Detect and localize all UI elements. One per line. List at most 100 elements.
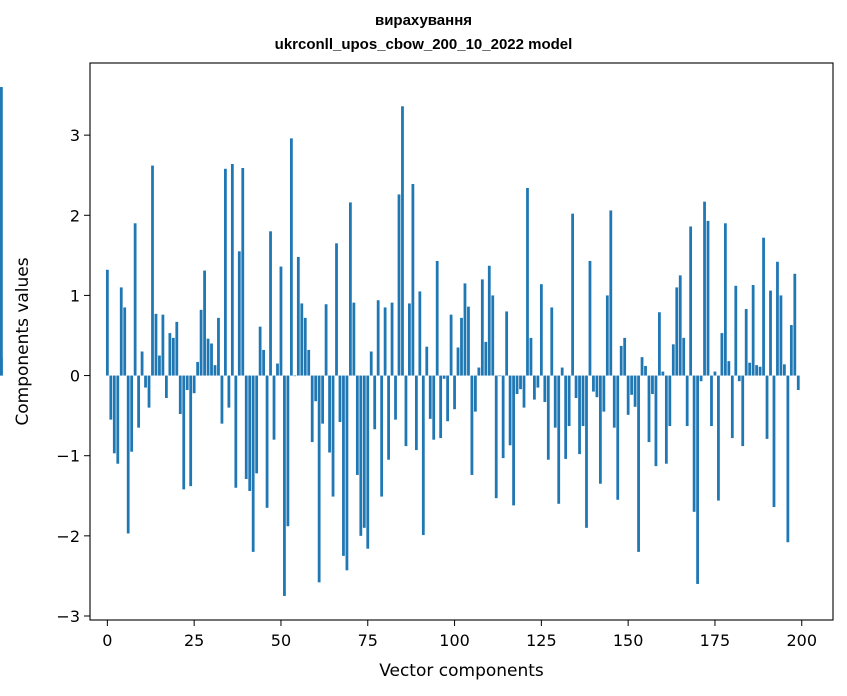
bar [678,275,682,376]
bar [456,347,460,376]
bar [727,361,731,376]
bar [199,309,203,376]
bar [498,375,502,377]
bar [338,375,342,423]
bar [633,375,637,407]
y-tick-label: −1 [56,447,80,466]
bars-group [0,87,800,596]
bar [463,283,467,376]
bar [581,375,585,427]
bar [505,311,509,376]
bar [276,363,279,376]
bar [408,303,411,376]
bar [307,349,311,376]
bar [550,307,554,376]
bar [296,256,300,376]
bar [352,302,356,376]
bar [428,375,432,419]
y-tick-label: −3 [56,607,80,626]
bar [682,337,686,376]
bar [664,375,668,464]
bar [616,375,620,500]
x-tick-label: 200 [786,631,817,650]
bar [553,375,557,428]
bar [380,375,384,497]
bar [539,284,543,376]
bar [241,167,245,376]
bar [765,375,769,439]
bar [300,303,304,376]
y-tick-label: 1 [70,286,80,305]
bar [164,375,168,398]
bar [105,269,109,376]
bar [411,184,415,376]
x-tick-label: 0 [102,631,112,650]
bar [182,375,186,490]
bar [685,375,689,427]
bar [564,375,568,459]
bar [571,213,574,376]
x-axis: 0 25 50 75 100 125 150 175 200 [102,620,817,650]
bar [369,351,373,376]
bar [126,375,130,534]
bar [255,375,259,474]
bar [303,317,307,376]
bar [710,375,713,427]
bar [626,375,630,415]
bar [404,375,408,447]
bar [769,290,772,376]
bar [793,273,797,376]
bar [713,371,717,376]
bar [588,260,592,376]
bar [720,333,724,376]
bar [730,375,734,439]
bar [689,226,693,376]
bar [647,375,651,443]
bar [230,163,234,376]
bar [585,375,588,528]
bar [248,375,252,491]
bar [359,375,363,536]
bar [192,375,196,394]
bar [251,375,255,552]
bar [744,309,748,376]
bar [342,375,345,556]
bar [619,345,623,376]
bar [772,375,776,507]
bar [262,349,265,376]
bar [154,313,158,376]
x-tick-label: 100 [439,631,470,650]
bar [658,312,661,376]
bar [161,314,165,376]
bar [432,375,436,440]
bar [789,325,793,376]
bar [703,201,706,376]
bar [748,362,752,376]
bar [508,375,512,446]
bar [414,375,418,451]
bar [119,287,123,376]
bar [717,375,720,501]
bar [501,375,505,459]
bar [543,375,547,403]
bar [210,343,213,376]
bar [265,375,269,508]
bar [796,375,800,390]
bar [168,333,172,376]
bar [512,375,515,506]
bar [574,375,578,398]
bar [0,357,3,376]
x-tick-label: 150 [613,631,644,650]
bar [171,337,175,376]
bar [317,375,321,583]
bar [425,346,429,376]
x-axis-label: Vector components [379,661,544,681]
bar [269,231,272,376]
bar [418,291,422,376]
bar [435,260,439,376]
bar [0,87,3,376]
bar [623,337,627,376]
bar [640,357,644,376]
bar [494,375,498,499]
